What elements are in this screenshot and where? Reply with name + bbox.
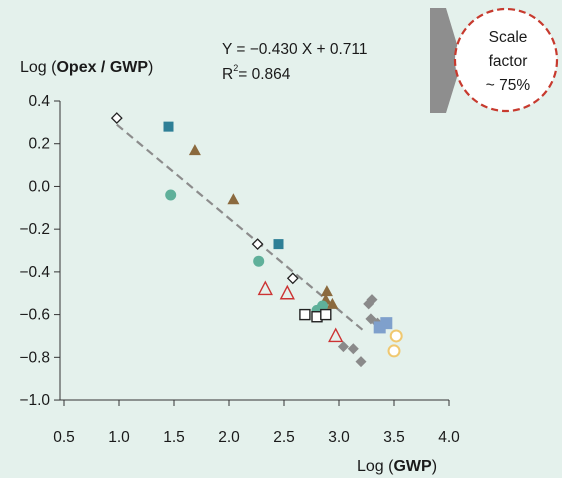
point-circle bbox=[165, 189, 177, 201]
point-square bbox=[273, 239, 284, 250]
r-squared-label: R bbox=[222, 66, 233, 83]
point-diamond bbox=[355, 356, 367, 368]
point-diamond bbox=[347, 343, 359, 355]
y-tick-label: 0.4 bbox=[28, 93, 50, 110]
chevron-arrow-icon bbox=[430, 8, 462, 113]
point-triangle-open bbox=[328, 327, 344, 343]
point-triangle-open bbox=[257, 280, 273, 296]
x-tick-label: 3.0 bbox=[328, 429, 350, 446]
point-diamond-open bbox=[110, 112, 123, 125]
point-diamond bbox=[366, 294, 378, 306]
point-triangle bbox=[320, 285, 333, 297]
point-triangle bbox=[188, 144, 201, 156]
point-square-open bbox=[299, 308, 311, 321]
x-tick-label: 2.0 bbox=[218, 429, 240, 446]
y-tick-label: −0.4 bbox=[19, 264, 50, 281]
point-circle bbox=[253, 255, 265, 267]
x-tick-label: 2.5 bbox=[273, 429, 295, 446]
point-triangle bbox=[326, 297, 339, 309]
y-axis-title-strong: Opex / GWP bbox=[56, 59, 148, 76]
regression-equation: Y = −0.430 X + 0.711 bbox=[222, 41, 368, 58]
y-tick-label: −0.2 bbox=[19, 221, 50, 238]
x-tick-label: 1.5 bbox=[163, 429, 185, 446]
scale-factor-line-2: factor bbox=[489, 53, 528, 70]
scale-factor-line-1: Scale bbox=[489, 29, 528, 46]
scale-factor-line-3: ~ 75% bbox=[486, 77, 531, 94]
x-axis-title: Log (GWP) bbox=[357, 458, 437, 475]
point-triangle-open bbox=[279, 284, 295, 300]
point-circle-yellow bbox=[389, 329, 403, 343]
point-square-open bbox=[320, 308, 332, 321]
y-axis-title-suffix: ) bbox=[148, 59, 153, 76]
y-tick-label: −0.6 bbox=[19, 307, 50, 324]
point-square-lightblue bbox=[380, 317, 393, 330]
x-tick-label: 1.0 bbox=[108, 429, 130, 446]
x-axis-title-suffix: ) bbox=[432, 458, 437, 475]
y-tick-label: −0.8 bbox=[19, 349, 50, 366]
point-triangle bbox=[227, 193, 240, 205]
y-tick-label: 0.2 bbox=[28, 136, 50, 153]
x-tick-label: 3.5 bbox=[383, 429, 405, 446]
x-axis-title-strong: GWP bbox=[393, 458, 432, 475]
r-squared-sup: 2 bbox=[233, 63, 238, 73]
point-diamond-open bbox=[251, 238, 264, 251]
y-axis-title-prefix: Log ( bbox=[20, 59, 57, 76]
x-tick-label: 0.5 bbox=[53, 429, 75, 446]
y-ticks: 0.4 0.2 0.0 −0.2 −0.4 −0.6 −0.8 −1.0 bbox=[19, 93, 60, 409]
scale-factor-circle bbox=[453, 7, 559, 113]
x-axis-title-prefix: Log ( bbox=[357, 458, 394, 475]
r-squared-value: = 0.864 bbox=[238, 66, 291, 83]
point-circle-yellow bbox=[387, 344, 401, 358]
point-square bbox=[163, 121, 174, 132]
r-squared: R2= 0.864 bbox=[222, 63, 291, 83]
x-ticks: 0.5 1.0 1.5 2.0 2.5 3.0 3.5 4.0 bbox=[53, 400, 460, 446]
point-diamond bbox=[337, 341, 349, 353]
data-points bbox=[110, 112, 403, 368]
y-tick-label: 0.0 bbox=[28, 178, 50, 195]
x-tick-label: 4.0 bbox=[438, 429, 460, 446]
y-axis-title: Log (Opex / GWP) bbox=[20, 59, 153, 76]
point-diamond-open bbox=[286, 272, 299, 285]
y-tick-label: −1.0 bbox=[19, 392, 50, 409]
